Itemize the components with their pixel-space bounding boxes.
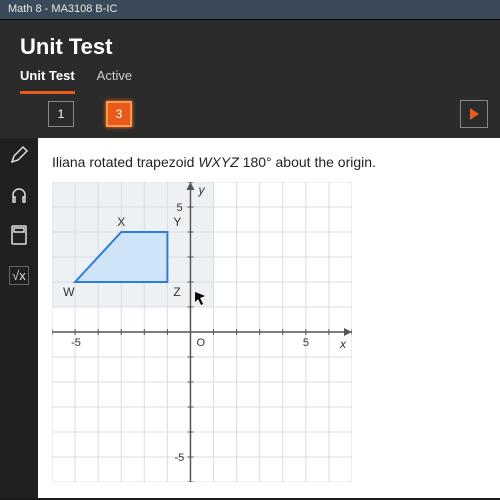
- svg-text:O: O: [196, 337, 205, 349]
- question-3-box[interactable]: 3: [106, 101, 132, 127]
- subtab-unit-test[interactable]: Unit Test: [20, 68, 75, 94]
- headphones-icon: [9, 185, 29, 205]
- question-suffix: 180° about the origin.: [239, 154, 376, 170]
- content-panel: Iliana rotated trapezoid WXYZ 180° about…: [38, 138, 500, 498]
- svg-text:-5: -5: [71, 337, 81, 349]
- svg-text:y: y: [197, 183, 205, 197]
- sqrt-icon: √x: [9, 266, 29, 285]
- calculator-icon: [9, 224, 29, 246]
- browser-tab: Math 8 - MA3108 B-IC: [0, 0, 500, 20]
- svg-text:W: W: [63, 285, 75, 299]
- header: Unit Test Unit Test Active: [0, 20, 500, 94]
- page-title: Unit Test: [20, 34, 480, 60]
- pencil-tool[interactable]: [6, 142, 32, 168]
- question-prefix: Iliana rotated trapezoid: [52, 154, 198, 170]
- tab-title: Math 8 - MA3108 B-IC: [8, 3, 117, 15]
- question-1-box[interactable]: 1: [48, 101, 74, 127]
- svg-text:-5: -5: [174, 452, 184, 464]
- graph-svg: W X Y Z -5 5 5 -5 Ox y: [52, 182, 352, 482]
- svg-text:5: 5: [176, 202, 182, 214]
- svg-text:x: x: [339, 337, 347, 351]
- next-button[interactable]: [460, 100, 488, 128]
- svg-text:X: X: [117, 215, 125, 229]
- play-icon: [470, 108, 479, 120]
- subtab-row: Unit Test Active: [20, 68, 480, 94]
- svg-text:Z: Z: [173, 285, 180, 299]
- audio-tool[interactable]: [6, 182, 32, 208]
- question-nav: 1 3: [0, 94, 500, 138]
- left-toolbar: √x: [0, 138, 38, 498]
- svg-text:5: 5: [303, 337, 309, 349]
- pencil-icon: [9, 145, 29, 165]
- question-shape: WXYZ: [198, 154, 238, 170]
- formula-tool[interactable]: √x: [6, 262, 32, 288]
- coordinate-graph: W X Y Z -5 5 5 -5 Ox y: [52, 182, 352, 482]
- question-text: Iliana rotated trapezoid WXYZ 180° about…: [52, 154, 486, 170]
- calculator-tool[interactable]: [6, 222, 32, 248]
- main-area: √x Iliana rotated trapezoid WXYZ 180° ab…: [0, 138, 500, 498]
- subtab-active[interactable]: Active: [97, 68, 132, 94]
- svg-text:Y: Y: [173, 215, 181, 229]
